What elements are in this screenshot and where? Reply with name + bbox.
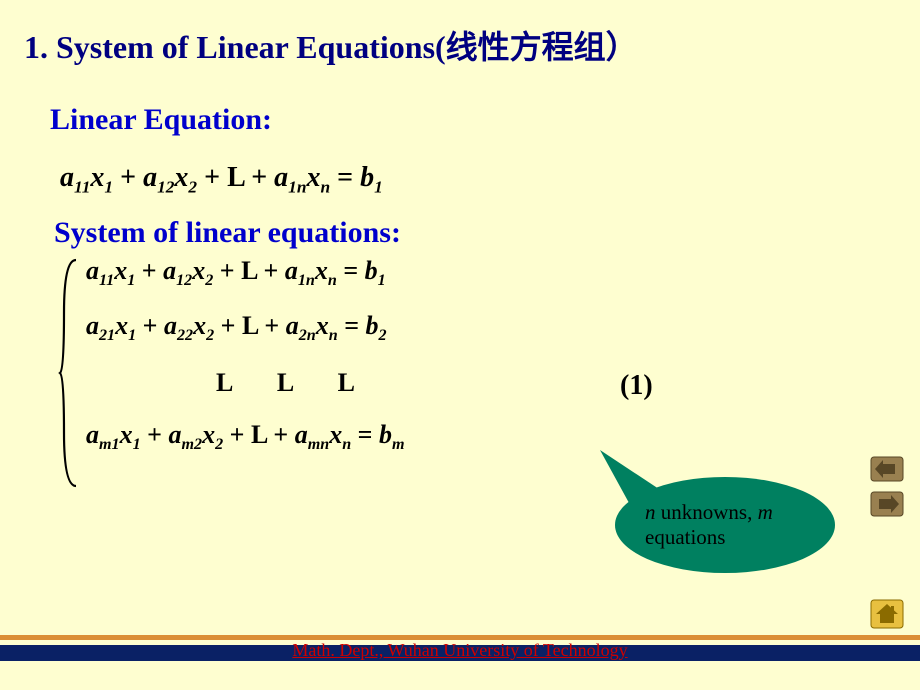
equation-number: (1) — [620, 370, 653, 402]
arrow-left-icon — [869, 455, 905, 483]
equation-ellipsis: L L L — [216, 368, 920, 398]
equation-single: a11x1 + a12x2 + L + a1nxn = b1 — [0, 137, 920, 198]
nav-home-button[interactable] — [869, 598, 905, 635]
footer-text: Math. Dept., Wuhan University of Technol… — [292, 640, 627, 661]
arrow-right-icon — [869, 490, 905, 518]
equation-system: a11x1 + a12x2 + L + a1nxn = b1 a21x1 + a… — [58, 258, 920, 454]
subtitle-system: System of linear equations: — [0, 198, 920, 250]
equation-row-2: a21x1 + a22x2 + L + a2nxn = b2 — [86, 313, 920, 344]
nav-back-button[interactable] — [869, 455, 905, 488]
equation-row-1: a11x1 + a12x2 + L + a1nxn = b1 — [86, 258, 920, 289]
callout-text: n unknowns, m equations — [645, 500, 825, 550]
callout-bubble: n unknowns, m equations — [590, 445, 840, 575]
left-brace-icon — [58, 258, 80, 488]
subtitle-linear-equation: Linear Equation: — [0, 68, 920, 137]
page-title: 1. System of Linear Equations(线性方程组） — [0, 0, 920, 68]
footer-bar: Math. Dept., Wuhan University of Technol… — [0, 635, 920, 665]
home-icon — [869, 598, 905, 630]
nav-forward-button[interactable] — [869, 490, 905, 523]
